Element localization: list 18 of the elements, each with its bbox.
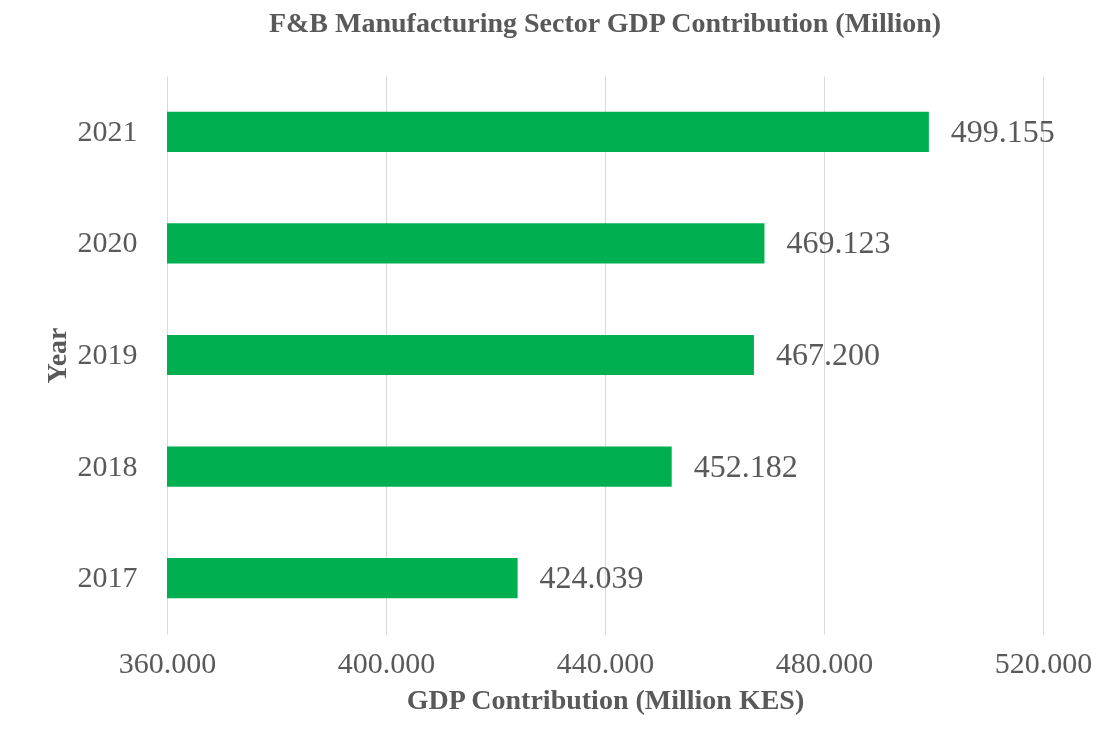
data-label: 452.182 (693, 447, 798, 484)
data-label: 469.123 (786, 224, 891, 261)
x-tick-label: 520.000 (994, 645, 1093, 679)
x-tick-label: 440.000 (556, 645, 655, 679)
y-axis-title: Year (40, 327, 72, 384)
y-tick-label: 2017 (77, 560, 138, 594)
x-tick-label: 400.000 (337, 645, 436, 679)
x-tick-label: 360.000 (118, 645, 217, 679)
x-tick-label: 480.000 (775, 645, 874, 679)
chart-title: F&B Manufacturing Sector GDP Contribution (Million) (268, 7, 942, 38)
x-axis-title: GDP Contribution (Million KES) (406, 683, 805, 715)
data-label: 467.200 (775, 336, 880, 372)
y-tick-label: 2018 (77, 448, 138, 482)
y-tick-label: 2021 (77, 113, 138, 147)
y-tick-label: 2019 (77, 337, 138, 370)
data-label: 424.039 (539, 559, 644, 596)
data-label: 499.155 (950, 112, 1055, 149)
y-tick-label: 2020 (77, 225, 138, 259)
